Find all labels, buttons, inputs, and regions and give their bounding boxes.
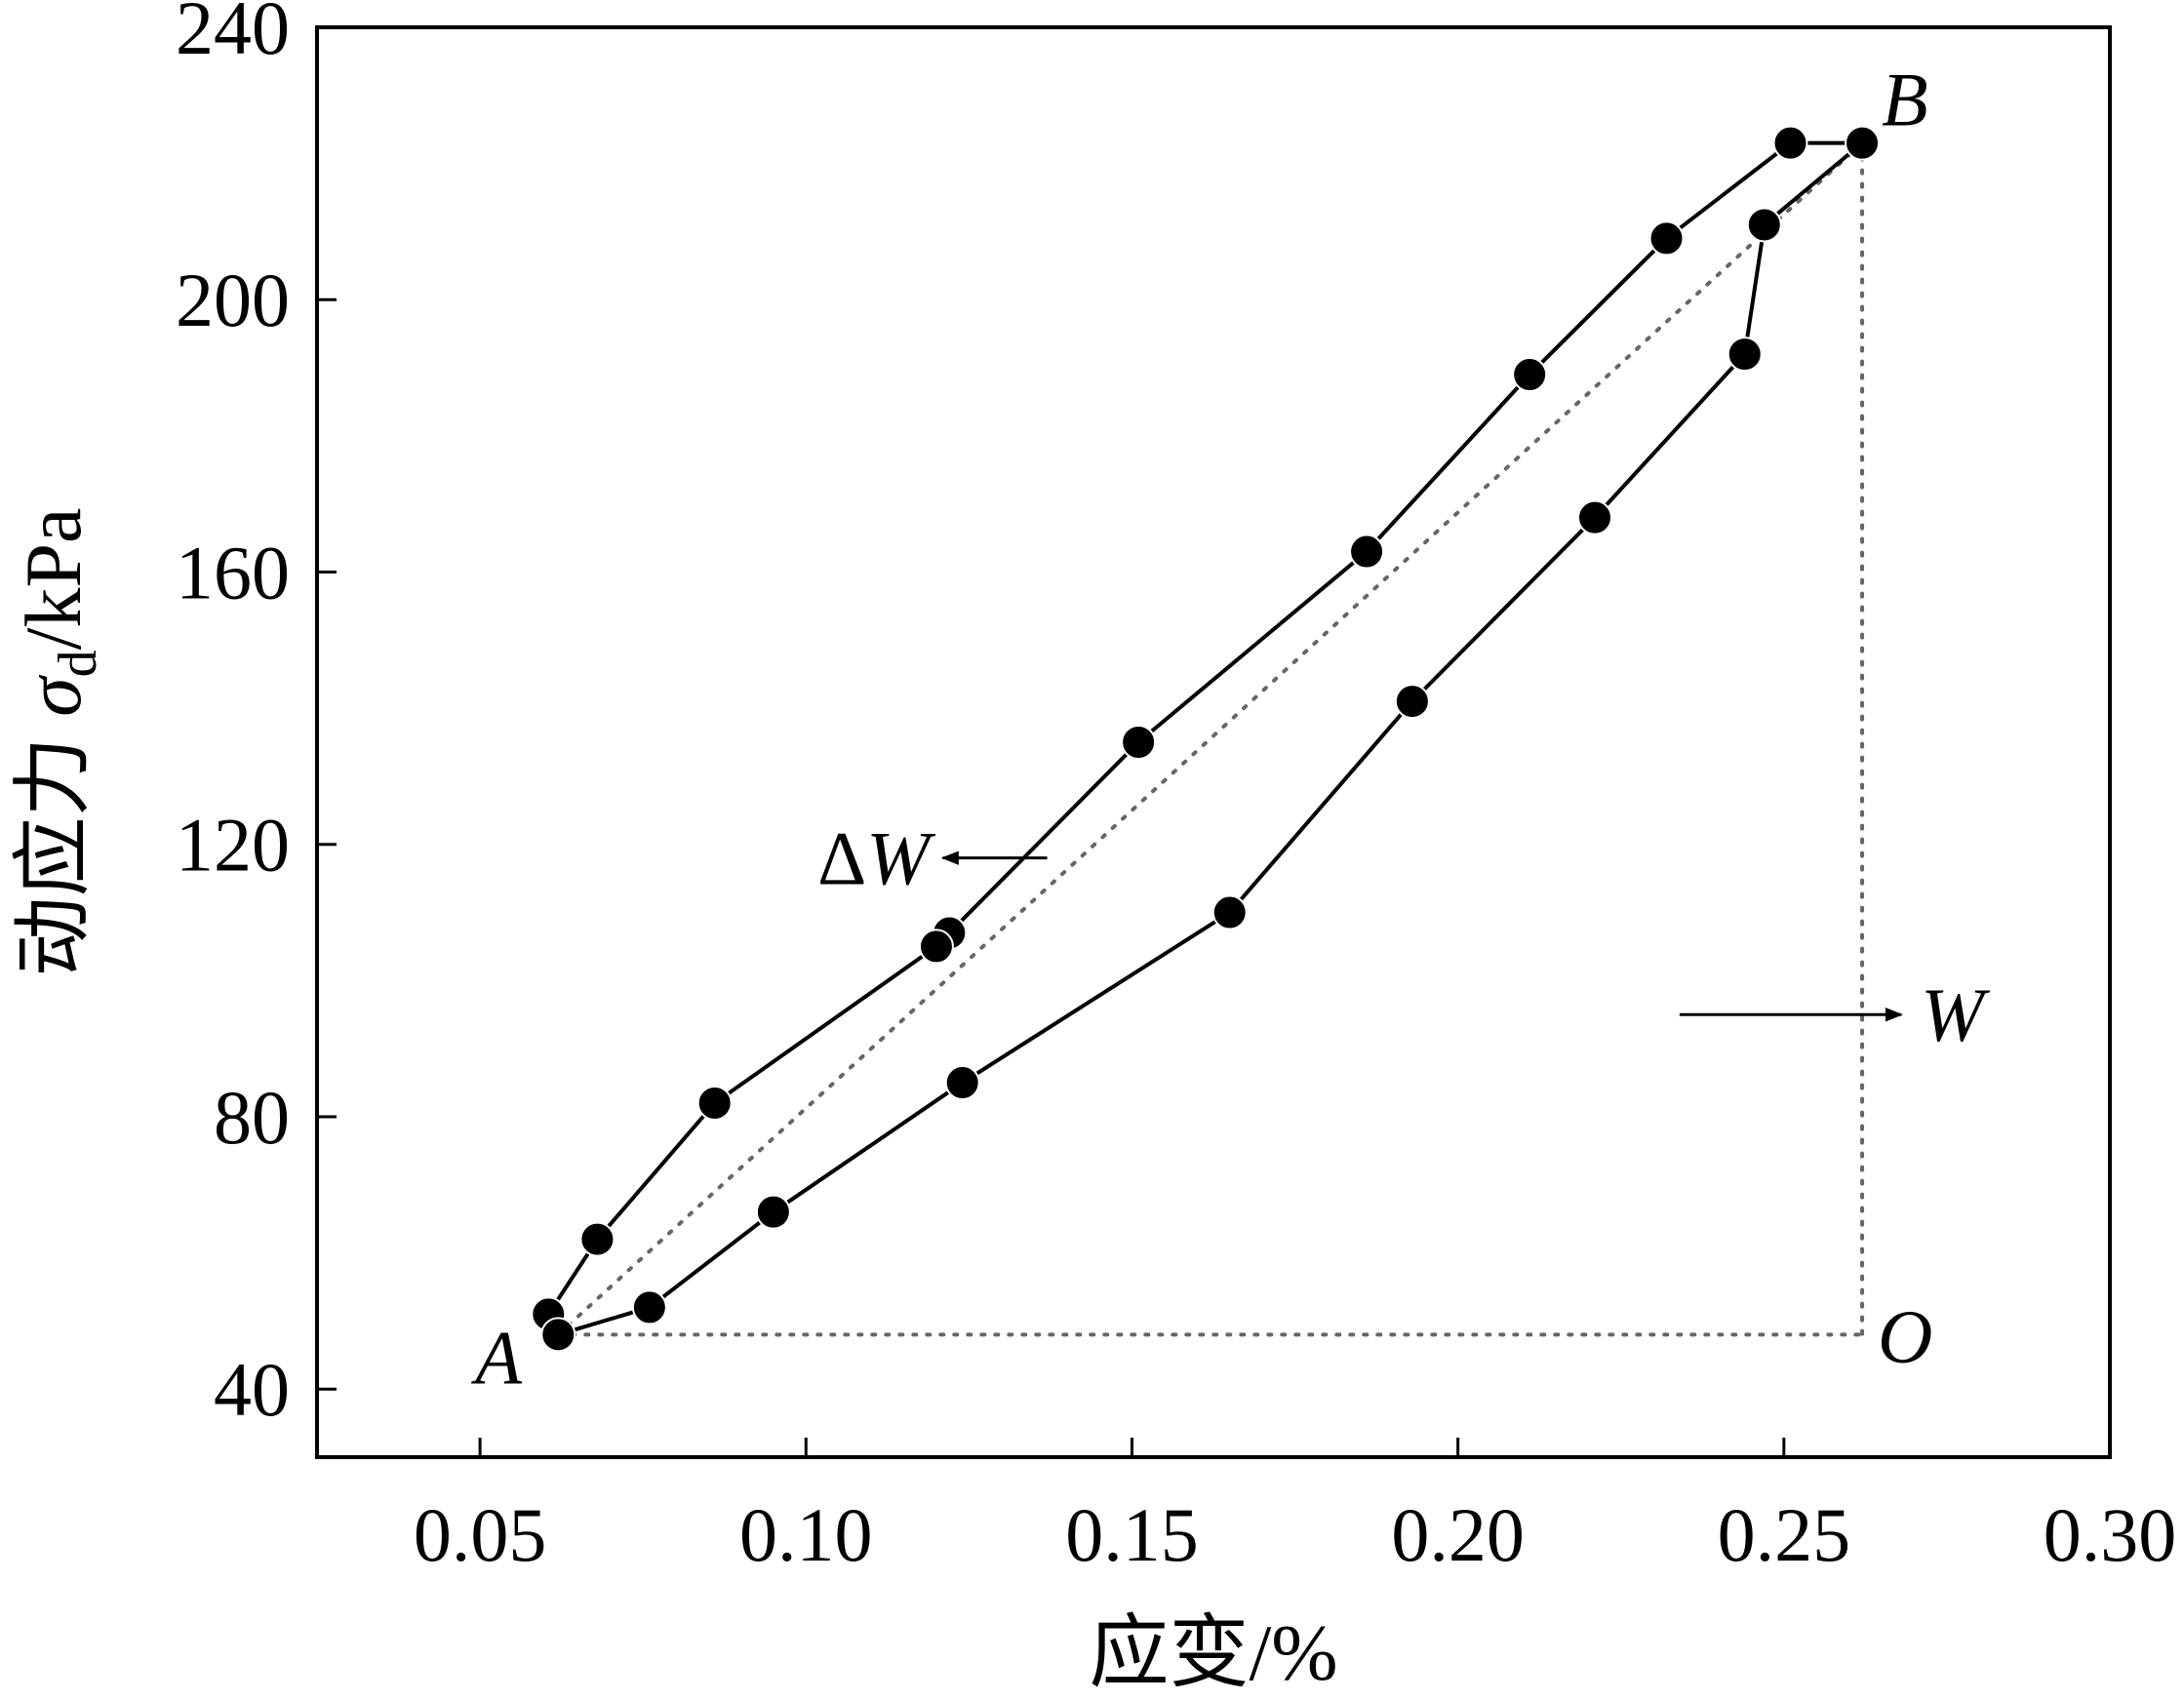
data-point <box>1772 125 1808 161</box>
data-point <box>1648 220 1685 257</box>
y-axis-ticks <box>317 25 337 1391</box>
y-axis-title-symbol: σ <box>9 674 98 717</box>
plot-frame <box>315 25 2112 1459</box>
data-point <box>696 1085 733 1121</box>
x-tick-label: 0.30 <box>2044 1492 2177 1577</box>
data-point <box>540 1317 576 1353</box>
data-point <box>1845 125 1881 161</box>
y-axis-title-prefix: 动应力 <box>9 717 98 977</box>
data-point <box>1211 894 1248 930</box>
data-point <box>1394 684 1430 720</box>
x-axis-tick-labels: 0.05 0.10 0.15 0.20 0.25 0.30 <box>414 1492 2176 1577</box>
annotation-w-symbol: W <box>1921 972 1990 1057</box>
hysteresis-loop <box>531 125 1881 1353</box>
annotation-label-w: W <box>1921 972 1990 1057</box>
data-point <box>1512 357 1548 393</box>
data-point <box>1121 725 1157 760</box>
x-tick-label: 0.25 <box>1718 1492 1851 1577</box>
y-tick-label: 200 <box>176 257 290 342</box>
x-tick-label: 0.15 <box>1065 1492 1199 1577</box>
x-tick-label: 0.20 <box>1391 1492 1525 1577</box>
data-point <box>631 1289 667 1325</box>
data-point <box>755 1194 791 1230</box>
data-point <box>1576 499 1612 535</box>
annotation-delta-symbol: Δ <box>817 816 866 901</box>
y-tick-label: 240 <box>176 0 290 70</box>
x-axis-title: 应变/% <box>1089 1608 1337 1697</box>
point-labels: A B O <box>470 58 1932 1401</box>
point-label-B: B <box>1882 58 1928 142</box>
y-tick-label: 160 <box>176 530 290 614</box>
y-axis-title: 动应力 σd/kPa <box>9 508 108 977</box>
data-point <box>918 929 954 965</box>
y-tick-label: 40 <box>214 1347 290 1432</box>
x-tick-label: 0.05 <box>414 1492 547 1577</box>
annotation-label-delta-w: ΔW <box>817 816 935 901</box>
y-axis-tick-labels: 40 80 120 160 200 240 <box>176 0 290 1432</box>
annotation-w-symbol: W <box>866 816 935 901</box>
data-point <box>579 1221 615 1257</box>
y-axis-title-suffix: /kPa <box>9 508 98 651</box>
y-tick-label: 120 <box>176 803 290 888</box>
annotations: ΔWW <box>817 816 1990 1058</box>
reference-lines <box>556 140 1865 1337</box>
point-label-A: A <box>470 1315 522 1400</box>
data-point <box>1727 336 1763 373</box>
y-axis-title-subscript: d <box>48 650 108 677</box>
point-label-O: O <box>1878 1293 1932 1378</box>
x-axis-ticks <box>478 1438 2112 1457</box>
data-point <box>1349 534 1385 570</box>
data-point <box>1746 207 1782 243</box>
reference-line-diagonal <box>556 140 1865 1337</box>
loop-line <box>546 140 1865 1337</box>
y-tick-label: 80 <box>214 1075 290 1160</box>
data-point <box>944 1065 980 1101</box>
x-tick-label: 0.10 <box>739 1492 873 1577</box>
